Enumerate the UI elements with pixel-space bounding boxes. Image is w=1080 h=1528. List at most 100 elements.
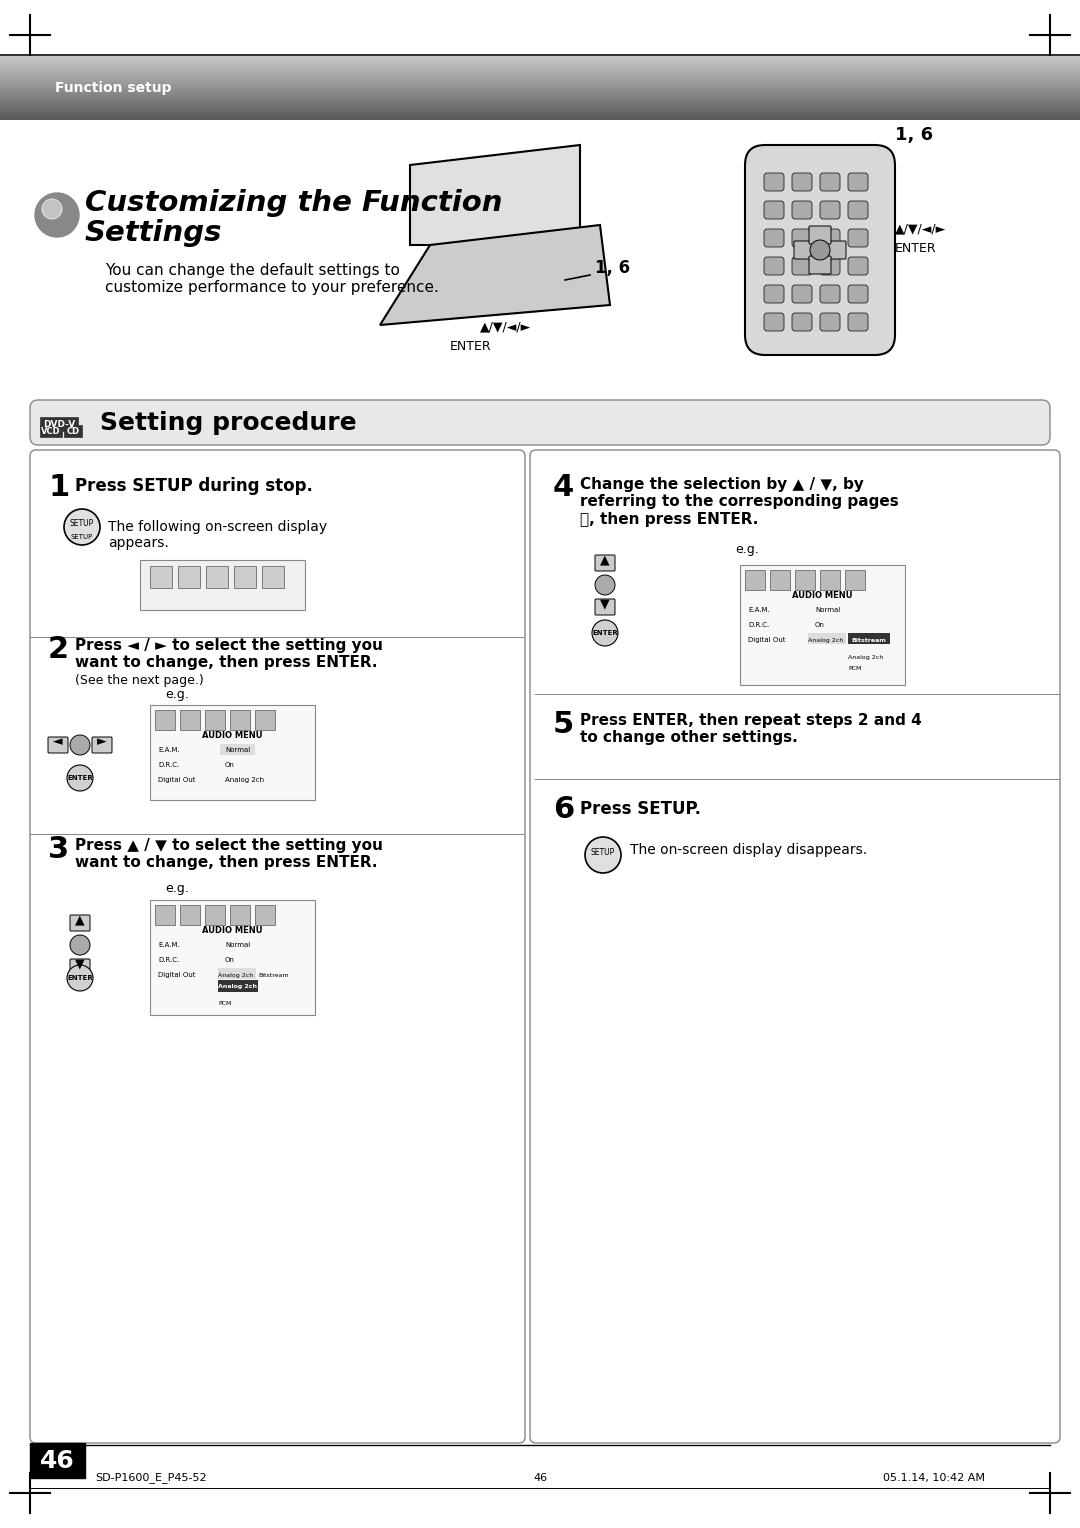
FancyBboxPatch shape <box>764 229 784 248</box>
Text: Digital Out: Digital Out <box>158 778 195 782</box>
FancyBboxPatch shape <box>764 202 784 219</box>
Circle shape <box>592 620 618 646</box>
FancyBboxPatch shape <box>30 400 1050 445</box>
Bar <box>234 565 256 588</box>
Text: 2: 2 <box>48 636 69 665</box>
FancyBboxPatch shape <box>820 286 840 303</box>
Text: ▲/▼/◄/►: ▲/▼/◄/► <box>895 222 946 235</box>
Bar <box>40 425 62 437</box>
Text: ▼: ▼ <box>76 958 85 970</box>
Text: Digital Out: Digital Out <box>158 972 195 978</box>
Text: Press ◄ / ► to select the setting you
want to change, then press ENTER.: Press ◄ / ► to select the setting you wa… <box>75 639 383 671</box>
Bar <box>178 565 200 588</box>
Text: D.R.C.: D.R.C. <box>748 622 769 628</box>
Bar <box>848 633 890 643</box>
Bar <box>156 711 175 730</box>
Text: VCD: VCD <box>41 426 60 435</box>
Bar <box>845 570 865 590</box>
FancyBboxPatch shape <box>792 257 812 275</box>
Text: e.g.: e.g. <box>735 542 759 556</box>
Bar <box>218 979 258 992</box>
Bar <box>150 565 172 588</box>
Text: Press SETUP during stop.: Press SETUP during stop. <box>75 477 313 495</box>
Text: Normal: Normal <box>225 747 251 753</box>
FancyBboxPatch shape <box>595 555 615 571</box>
FancyBboxPatch shape <box>792 286 812 303</box>
Text: (See the next page.): (See the next page.) <box>75 674 204 688</box>
Text: The following on-screen display
appears.: The following on-screen display appears. <box>108 520 327 550</box>
FancyBboxPatch shape <box>48 736 68 753</box>
Bar <box>140 559 305 610</box>
Polygon shape <box>410 145 580 244</box>
Text: CD: CD <box>67 426 80 435</box>
Bar <box>745 570 765 590</box>
Text: Bitstream: Bitstream <box>258 972 288 978</box>
Text: SETUP: SETUP <box>70 518 94 527</box>
FancyBboxPatch shape <box>792 229 812 248</box>
FancyBboxPatch shape <box>809 226 831 244</box>
FancyBboxPatch shape <box>820 202 840 219</box>
Bar <box>205 711 225 730</box>
Text: SETUP: SETUP <box>71 533 93 539</box>
Text: 1: 1 <box>48 474 69 503</box>
Text: Press SETUP.: Press SETUP. <box>580 801 701 817</box>
FancyBboxPatch shape <box>820 313 840 332</box>
Text: ▲: ▲ <box>600 553 610 567</box>
Text: ENTER: ENTER <box>895 241 936 255</box>
FancyBboxPatch shape <box>764 286 784 303</box>
Text: ENTER: ENTER <box>592 630 618 636</box>
FancyBboxPatch shape <box>764 313 784 332</box>
Text: E.A.M.: E.A.M. <box>158 747 179 753</box>
Text: SETUP: SETUP <box>591 848 616 857</box>
Text: AUDIO MENU: AUDIO MENU <box>792 590 852 599</box>
Bar <box>180 711 200 730</box>
Text: Analog 2ch: Analog 2ch <box>218 984 257 989</box>
Text: ▼: ▼ <box>600 597 610 611</box>
Circle shape <box>810 240 831 260</box>
Polygon shape <box>380 225 610 325</box>
Bar <box>30 1442 85 1478</box>
FancyBboxPatch shape <box>792 173 812 191</box>
Text: Analog 2ch: Analog 2ch <box>808 637 843 642</box>
FancyBboxPatch shape <box>848 173 868 191</box>
Text: 5: 5 <box>553 711 575 740</box>
Text: 46: 46 <box>40 1449 75 1473</box>
FancyBboxPatch shape <box>848 257 868 275</box>
Circle shape <box>67 766 93 792</box>
Text: ▲/▼/◄/►: ▲/▼/◄/► <box>480 319 531 333</box>
Text: Normal: Normal <box>815 607 840 613</box>
Bar <box>230 905 249 924</box>
Circle shape <box>595 575 615 594</box>
Text: Setting procedure: Setting procedure <box>100 411 356 434</box>
Text: On: On <box>225 762 234 769</box>
Text: ENTER: ENTER <box>67 975 93 981</box>
FancyBboxPatch shape <box>820 173 840 191</box>
Bar <box>770 570 789 590</box>
FancyBboxPatch shape <box>530 451 1059 1442</box>
Text: Press ▲ / ▼ to select the setting you
want to change, then press ENTER.: Press ▲ / ▼ to select the setting you wa… <box>75 837 383 871</box>
Text: DVD-V: DVD-V <box>43 420 76 428</box>
Text: Function setup: Function setup <box>55 81 172 95</box>
Circle shape <box>35 193 79 237</box>
Text: Digital Out: Digital Out <box>748 637 785 643</box>
Text: ENTER: ENTER <box>450 341 491 353</box>
Text: e.g.: e.g. <box>165 688 189 701</box>
Bar <box>262 565 284 588</box>
FancyBboxPatch shape <box>848 229 868 248</box>
Text: Bitstream: Bitstream <box>851 637 887 642</box>
Text: D.R.C.: D.R.C. <box>158 762 179 769</box>
Text: 46: 46 <box>532 1473 548 1484</box>
Circle shape <box>42 199 62 219</box>
Text: 6: 6 <box>553 795 575 824</box>
Text: The on-screen display disappears.: The on-screen display disappears. <box>630 843 867 857</box>
Text: 1, 6: 1, 6 <box>595 260 630 277</box>
Bar <box>150 900 315 1015</box>
Bar <box>218 969 256 979</box>
Text: e.g.: e.g. <box>165 882 189 895</box>
FancyBboxPatch shape <box>764 173 784 191</box>
Bar <box>40 417 78 431</box>
Text: Settings: Settings <box>85 219 222 248</box>
Text: Normal: Normal <box>225 941 251 947</box>
Text: SD-P1600_E_P45-52: SD-P1600_E_P45-52 <box>95 1473 206 1484</box>
FancyBboxPatch shape <box>792 313 812 332</box>
